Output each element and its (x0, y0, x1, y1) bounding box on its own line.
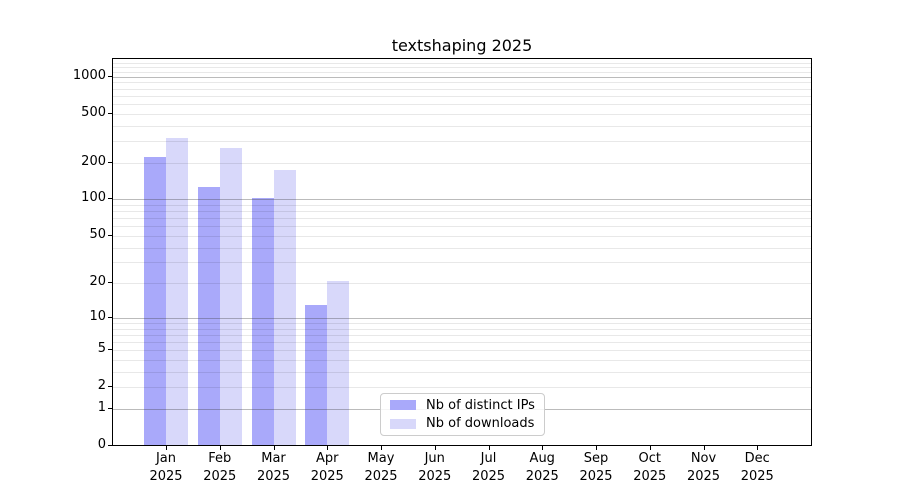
y-tick (108, 112, 112, 114)
x-tick (542, 446, 544, 450)
gridline-minor (113, 328, 811, 330)
bar-downloads-apr (327, 280, 350, 445)
gridline-minor (113, 66, 811, 68)
y-tick-label: 1000 (72, 67, 106, 83)
gridline-minor (113, 350, 811, 352)
legend-label-downloads: Nb of downloads (426, 416, 535, 432)
x-tick-label: Jan 2025 (149, 451, 183, 484)
x-tick (757, 446, 759, 450)
gridline-minor (113, 103, 811, 105)
bar-downloads-mar (273, 169, 296, 445)
x-tick-label: Apr 2025 (310, 451, 344, 484)
bar-distinct-ips-mar (251, 197, 274, 445)
gridline-minor (113, 334, 811, 336)
gridline-minor (113, 62, 811, 64)
gridline-minor (113, 95, 811, 97)
y-tick-label: 200 (81, 153, 106, 169)
x-tick-label: Aug 2025 (525, 451, 559, 484)
gridline-minor (113, 82, 811, 84)
chart-title: textshaping 2025 (391, 36, 533, 55)
legend: Nb of distinct IPs Nb of downloads (380, 393, 545, 436)
x-tick-label: Jul 2025 (471, 451, 506, 484)
gridline-minor (113, 226, 811, 228)
gridline-major (113, 317, 811, 319)
x-tick-label: Mar 2025 (256, 451, 291, 484)
legend-swatch-distinct-ips (390, 400, 416, 411)
y-tick-label: 20 (89, 274, 106, 290)
gridline-major (113, 199, 811, 201)
gridline-minor (113, 218, 811, 220)
gridline-minor (113, 341, 811, 343)
legend-item-distinct-ips: Nb of distinct IPs (390, 398, 544, 413)
gridline-minor (113, 235, 811, 237)
legend-label-distinct-ips: Nb of distinct IPs (426, 397, 535, 413)
gridline-minor (113, 125, 811, 127)
y-tick (108, 407, 112, 409)
y-tick (108, 161, 112, 163)
y-tick-label: 100 (81, 190, 106, 206)
x-tick (166, 446, 167, 450)
gridline-minor (113, 162, 811, 164)
y-tick-label: 5 (97, 341, 106, 357)
y-tick-label: 10 (89, 308, 106, 324)
y-tick (108, 386, 112, 388)
gridline-minor (113, 371, 811, 373)
x-tick (327, 446, 329, 450)
gridline-minor (113, 359, 811, 361)
gridline-minor (113, 322, 811, 324)
gridline-minor (113, 140, 811, 142)
x-tick-label: Feb 2025 (203, 451, 237, 484)
gridline-minor (113, 283, 811, 285)
x-tick (649, 446, 651, 450)
x-tick-label: Jun 2025 (418, 451, 452, 484)
x-tick-label: Oct 2025 (633, 451, 667, 484)
gridline-minor (113, 71, 811, 73)
y-tick-label: 2 (97, 378, 106, 394)
gridline-minor (113, 247, 811, 249)
legend-swatch-downloads (390, 418, 416, 429)
x-tick-label: Sep 2025 (579, 451, 613, 484)
x-tick-label: Nov 2025 (686, 451, 721, 484)
gridline-minor (113, 262, 811, 264)
x-tick (703, 446, 705, 450)
x-tick (596, 446, 597, 450)
gridline-minor (113, 387, 811, 389)
x-tick-label: May 2025 (364, 451, 398, 484)
y-tick (108, 75, 112, 77)
bar-distinct-ips-feb (197, 186, 220, 445)
gridline-minor (113, 204, 811, 206)
y-tick (108, 445, 112, 446)
bar-distinct-ips-jan (144, 156, 166, 445)
bar-distinct-ips-apr (305, 304, 328, 445)
y-tick (108, 349, 112, 351)
y-tick-label: 0 (97, 437, 106, 452)
gridline-minor (113, 113, 811, 115)
y-tick (108, 198, 112, 200)
gridline-minor (113, 211, 811, 213)
y-tick-label: 50 (89, 226, 106, 242)
gridline-major (113, 76, 811, 78)
y-tick-label: 1 (97, 399, 106, 415)
gridline-minor (113, 88, 811, 90)
y-tick (108, 234, 112, 236)
legend-item-downloads: Nb of downloads (390, 416, 544, 431)
y-tick (108, 316, 112, 318)
x-tick (434, 446, 436, 450)
x-tick (488, 446, 490, 450)
bar-downloads-feb (219, 148, 242, 445)
y-tick-label: 500 (81, 104, 106, 120)
y-tick (108, 282, 112, 284)
x-tick-label: Dec 2025 (740, 451, 774, 484)
x-tick (273, 446, 275, 450)
x-tick (381, 446, 382, 450)
bar-downloads-jan (166, 138, 188, 445)
plot-area: Nb of distinct IPs Nb of downloads (112, 58, 812, 446)
x-tick (219, 446, 221, 450)
